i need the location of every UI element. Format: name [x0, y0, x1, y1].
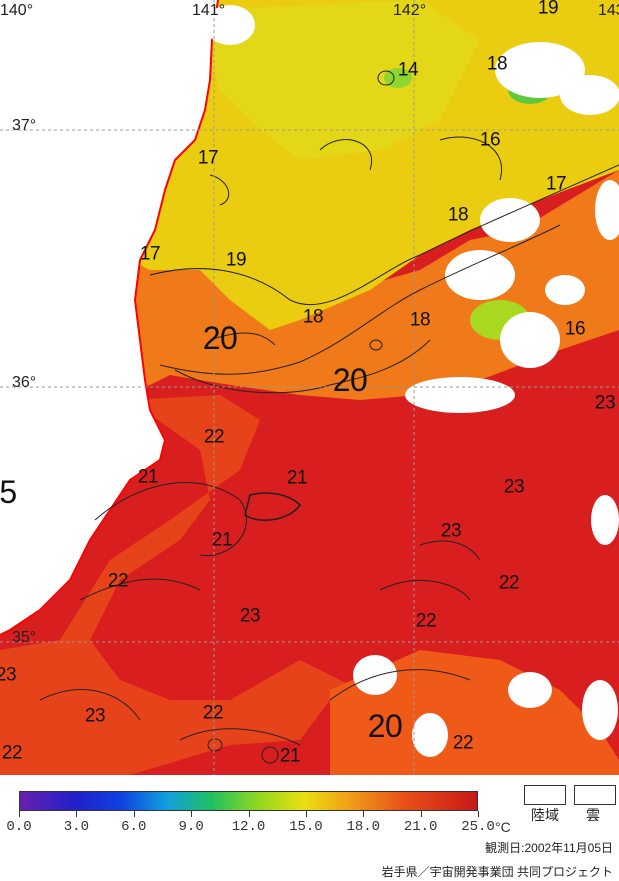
isotherm-label: 18 [486, 53, 508, 75]
cloud-label: 雲 [586, 807, 600, 823]
cloud-swatch [574, 785, 616, 805]
scale-tick-label: 15.0 [289, 819, 323, 835]
map-canvas [0, 0, 619, 775]
scale-tick [478, 811, 479, 817]
land-swatch [524, 785, 566, 805]
observation-date: 観測日:2002年11月05日 [485, 841, 613, 855]
isotherm-label: 22 [203, 426, 225, 448]
isotherm-label: 23 [503, 476, 525, 498]
isotherm-label: 22 [202, 702, 224, 724]
scale-tick [19, 811, 20, 817]
isotherm-label: 5 [0, 474, 17, 510]
isotherm-label: 16 [564, 318, 586, 340]
isotherm-label: 17 [545, 173, 567, 195]
credit-line: 岩手県／宇宙開発事業団 共同プロジェクト [381, 865, 613, 879]
scale-tick [191, 811, 193, 817]
scale-tick-label: 9.0 [178, 819, 204, 835]
isotherm-label: 20 [202, 320, 238, 356]
sst-map: 140° 141° 142° 143° 37° 36° 35° 14 18 19… [0, 0, 619, 775]
sea-mid-south [0, 395, 360, 775]
isotherm-label: 21 [137, 466, 159, 488]
isotherm-label: 22 [1, 742, 23, 764]
scale-tick-label: 12.0 [231, 819, 266, 835]
lat-label-35: 35° [12, 629, 37, 646]
isotherm-label: 23 [594, 392, 616, 414]
isotherm-label: 19 [225, 249, 247, 271]
cloud-cover [205, 5, 619, 757]
lon-label-141: 141° [192, 2, 226, 19]
scale-tick [248, 811, 250, 817]
sea-cool-inner [200, 0, 480, 160]
isotherm-label: 23 [239, 605, 261, 627]
land-label: 陸域 [531, 807, 559, 823]
isotherm-label: 23 [0, 664, 17, 686]
isotherm-label: 22 [452, 732, 474, 754]
scale-tick-label: 25.0 [461, 819, 495, 835]
graticule [0, 0, 619, 775]
land-honshu [0, 0, 218, 635]
isotherm-label: 21 [286, 467, 308, 489]
color-scale-bar [19, 791, 478, 811]
lon-label-140: 140° [0, 2, 34, 19]
isotherm-label: 21 [211, 529, 233, 551]
scale-tick-label: 0.0 [6, 819, 32, 835]
isotherm-label: 21 [279, 745, 301, 767]
isotherm-label: 19 [537, 0, 559, 19]
lon-label-143: 143° [598, 2, 619, 19]
lat-label-36: 36° [12, 374, 37, 391]
isotherm-label: 22 [415, 610, 437, 632]
isotherm-label: 18 [447, 204, 469, 226]
scale-tick [305, 811, 307, 817]
isotherm-label: 18 [409, 309, 431, 331]
scale-tick-label: 18.0 [346, 819, 381, 835]
legend-panel: °C 陸域 雲 観測日:2002年11月05日 岩手県／宇宙開発事業団 共同プロ… [0, 775, 619, 881]
scale-tick [76, 811, 78, 817]
isotherm-label: 17 [139, 243, 161, 265]
isotherm-label: 17 [197, 147, 219, 169]
isotherm-label: 23 [84, 705, 106, 727]
isotherm-label: 22 [498, 572, 520, 594]
scale-tick [363, 811, 365, 817]
scale-tick-label: 3.0 [63, 819, 89, 835]
lat-label-37: 37° [12, 117, 37, 134]
temperature-unit: °C [495, 819, 511, 835]
coastline [0, 0, 219, 636]
isotherm-label: 20 [332, 362, 368, 398]
isotherm-label: 20 [367, 708, 403, 744]
scale-tick [420, 811, 422, 817]
scale-tick-label: 21.0 [403, 819, 438, 835]
sea-mid-southeast [330, 650, 619, 775]
isotherm-contours [39, 70, 619, 764]
isotherm-label: 14 [397, 59, 419, 81]
scale-tick [133, 811, 135, 817]
lon-label-142: 142° [393, 2, 427, 19]
isotherm-label: 18 [302, 306, 324, 328]
isotherm-label: 16 [479, 129, 501, 151]
scale-tick-label: 6.0 [121, 819, 147, 835]
isotherm-label: 23 [440, 520, 462, 542]
isotherm-label: 22 [107, 570, 129, 592]
